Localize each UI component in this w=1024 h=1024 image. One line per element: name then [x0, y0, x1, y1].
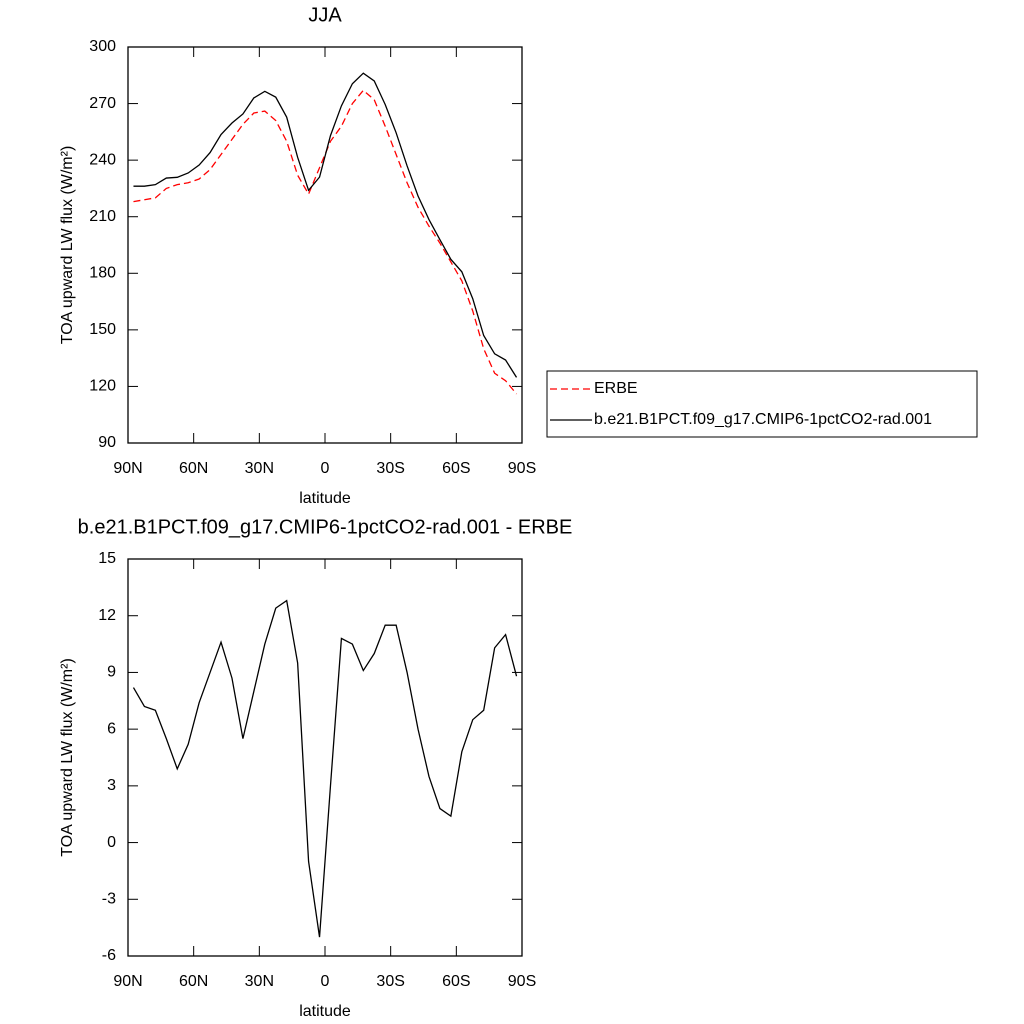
chart-title: JJA — [308, 4, 342, 26]
plot-frame — [127, 46, 523, 444]
x-axis-label: latitude — [299, 1003, 351, 1020]
legend-label: ERBE — [594, 380, 638, 397]
y-axis-label: TOA upward LW flux (W/m²) — [59, 146, 76, 345]
y-tick-label: -6 — [102, 947, 116, 964]
x-axis-label: latitude — [299, 490, 351, 507]
x-tick-label: 30N — [245, 973, 274, 990]
x-tick-label: 90N — [113, 460, 142, 477]
x-tick-label: 30S — [376, 460, 404, 477]
data-line — [133, 89, 518, 395]
x-tick-label: 60S — [442, 973, 470, 990]
x-tick-label: 90S — [508, 460, 536, 477]
y-tick-label: 180 — [89, 265, 116, 282]
x-tick-label: 0 — [321, 973, 330, 990]
y-tick-label: 9 — [107, 664, 116, 681]
chart-title: b.e21.B1PCT.f09_g17.CMIP6-1pctCO2-rad.00… — [78, 516, 573, 538]
x-tick-label: 30N — [245, 460, 274, 477]
x-tick-label: 90N — [113, 973, 142, 990]
y-tick-label: 150 — [89, 321, 116, 338]
y-tick-label: 0 — [107, 834, 116, 851]
x-tick-label: 30S — [376, 973, 404, 990]
y-tick-label: 120 — [89, 378, 116, 395]
y-tick-label: 90 — [98, 434, 116, 451]
y-tick-label: 240 — [89, 151, 116, 168]
y-axis-label: TOA upward LW flux (W/m²) — [59, 658, 76, 857]
y-tick-label: 12 — [98, 607, 116, 624]
y-tick-label: 300 — [89, 38, 116, 55]
data-line — [133, 72, 518, 378]
y-tick-label: 270 — [89, 95, 116, 112]
y-tick-label: 6 — [107, 720, 116, 737]
x-tick-label: 0 — [321, 460, 330, 477]
y-tick-label: 15 — [98, 550, 116, 567]
x-tick-label: 90S — [508, 973, 536, 990]
y-tick-label: 3 — [107, 777, 116, 794]
plot-frame — [127, 558, 523, 957]
legend-label: b.e21.B1PCT.f09_g17.CMIP6-1pctCO2-rad.00… — [594, 411, 932, 428]
legend-box — [546, 370, 978, 438]
x-tick-label: 60N — [179, 460, 208, 477]
x-tick-label: 60S — [442, 460, 470, 477]
y-tick-label: -3 — [102, 891, 116, 908]
data-line — [132, 599, 518, 938]
x-tick-label: 60N — [179, 973, 208, 990]
y-tick-label: 210 — [89, 208, 116, 225]
